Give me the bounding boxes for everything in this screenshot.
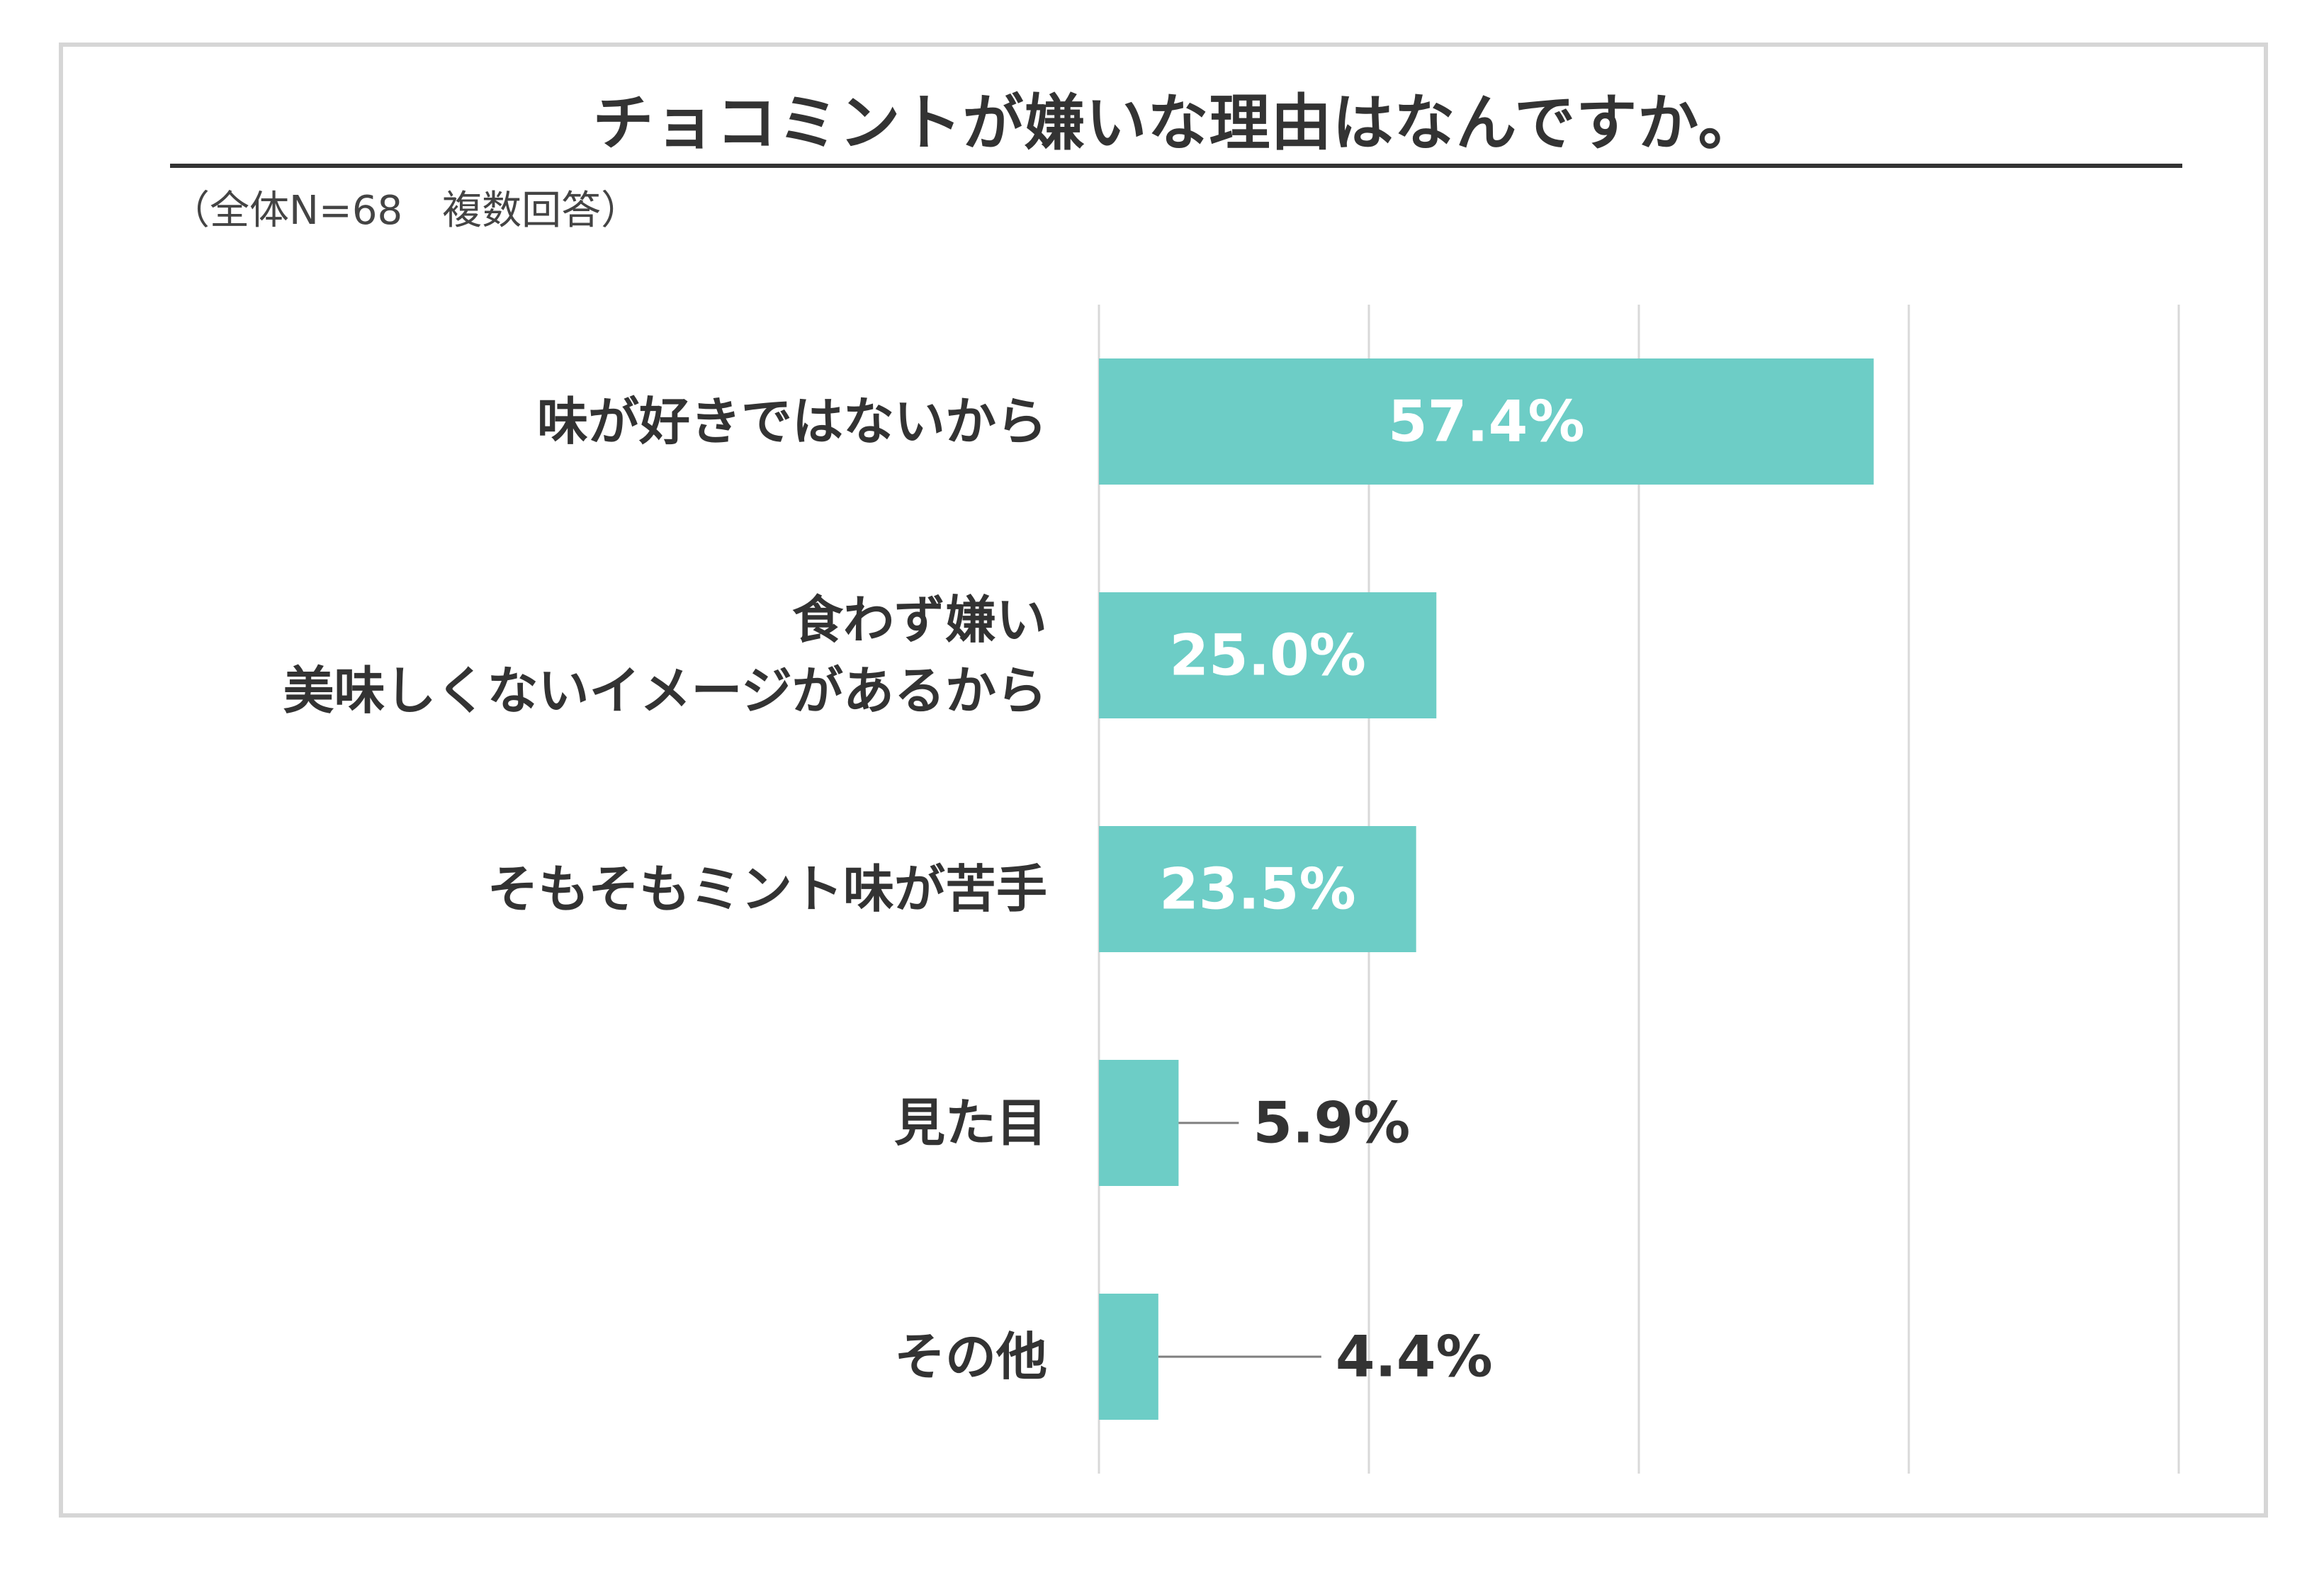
value-label-4: 5.9%: [1253, 1090, 1410, 1156]
title-underline: [170, 164, 2182, 168]
category-label-5: その他: [894, 1327, 1047, 1386]
value-labels: 57.4% 25.0% 23.5% 5.9% 4.4%: [1158, 389, 1585, 1390]
value-label-2: 25.0%: [1169, 623, 1366, 689]
value-label-1: 57.4%: [1388, 389, 1585, 455]
chart-title: チョコミントが嫌いな理由はなんですか。: [592, 88, 1760, 159]
category-label-line: 見た目: [894, 1093, 1047, 1153]
value-label-3: 23.5%: [1159, 857, 1356, 922]
value-label-5: 4.4%: [1336, 1324, 1493, 1390]
bar-2: [1099, 592, 1437, 718]
chart-frame: [59, 43, 2268, 1518]
category-label-line: 味が好きではないから: [537, 392, 1047, 451]
bar-5: [1099, 1294, 1158, 1420]
bar-1: [1099, 358, 1874, 485]
category-label-3: そもそもミント味が苦手: [487, 859, 1047, 919]
bar-4: [1099, 1060, 1179, 1186]
category-label-1: 味が好きではないから: [537, 392, 1047, 451]
gridlines: [1098, 305, 2180, 1474]
category-label-line: そもそもミント味が苦手: [487, 859, 1047, 919]
category-label-line: 食わず嫌い: [792, 590, 1047, 650]
category-label-line: 美味しくないイメージがあるから: [283, 661, 1047, 721]
sample-note: （全体N=68 複数回答）: [170, 188, 641, 234]
category-label-4: 見た目: [894, 1093, 1047, 1153]
category-label-2: 食わず嫌い美味しくないイメージがあるから: [283, 590, 1047, 721]
bar-3: [1099, 826, 1416, 952]
category-labels: 味が好きではないから食わず嫌い美味しくないイメージがあるからそもそもミント味が苦…: [283, 392, 1047, 1386]
category-label-line: その他: [894, 1327, 1047, 1386]
bars: [1099, 358, 1874, 1420]
